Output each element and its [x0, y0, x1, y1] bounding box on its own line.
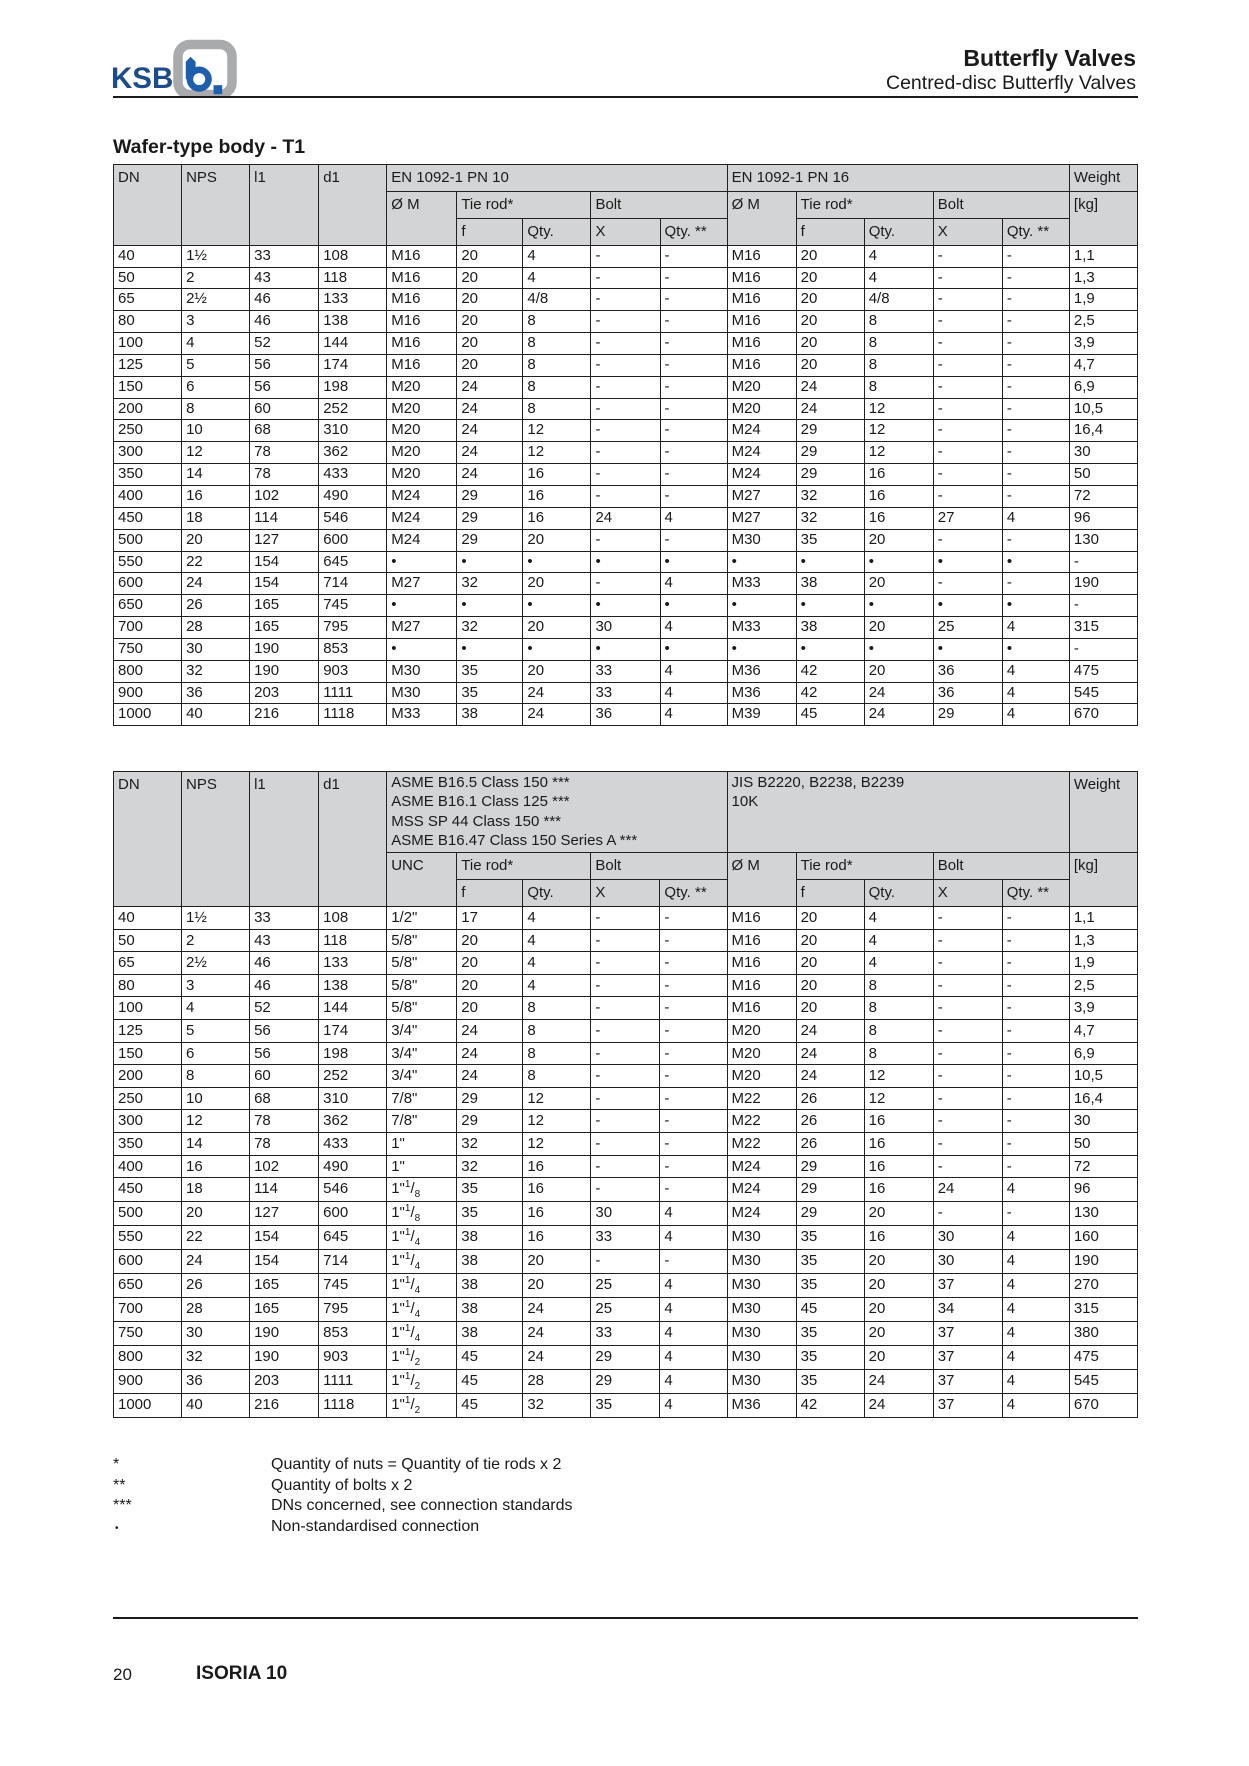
svg-text:KSB: KSB [111, 62, 173, 95]
